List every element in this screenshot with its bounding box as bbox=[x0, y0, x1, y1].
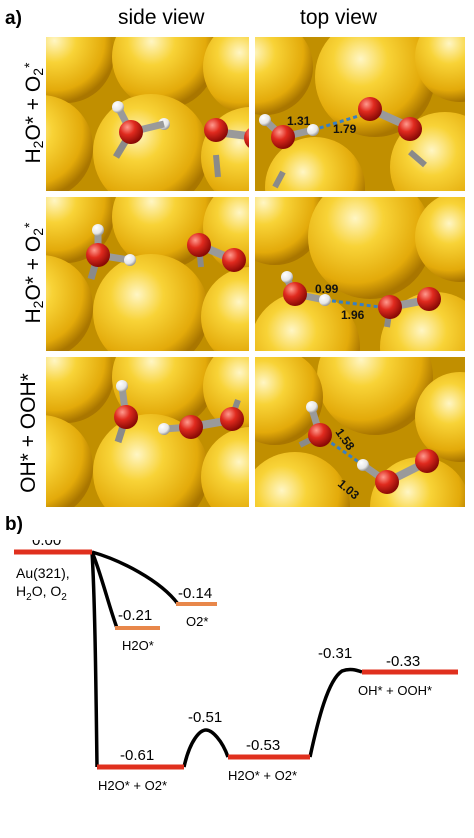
distance-label: 1.79 bbox=[333, 122, 357, 136]
state-label-initial: Au(321), bbox=[16, 565, 70, 581]
tile-row1-top-view: 1.31 1.79 bbox=[255, 37, 465, 191]
o2-molecule bbox=[204, 118, 249, 178]
molecule-render-r3-top: 1.58 1.03 bbox=[255, 357, 465, 507]
molecule-render-r2-side bbox=[46, 197, 249, 351]
state-label: OH* + OOH* bbox=[358, 683, 432, 698]
energy-value-label: -0.53 bbox=[246, 737, 280, 754]
tile-row1-side-view bbox=[46, 37, 249, 191]
tile-row3-top-view: 1.58 1.03 bbox=[255, 357, 465, 507]
energy-diagram: 0.00 -0.21 -0.14 -0.61 -0.51 -0.53 -0.31… bbox=[14, 540, 458, 793]
row-label-3: OH* + OOH* bbox=[17, 373, 40, 493]
pathway-curve bbox=[90, 551, 99, 768]
water-molecule bbox=[112, 101, 170, 159]
molecule-render-r3-side bbox=[46, 357, 249, 507]
pathway-curve bbox=[308, 667, 363, 758]
panel-a-label: a) bbox=[5, 8, 22, 29]
state-label: H2O* + O2* bbox=[228, 768, 297, 783]
panel-b-label: b) bbox=[5, 514, 23, 535]
state-label: O2* bbox=[186, 614, 208, 629]
distance-label: 0.99 bbox=[315, 282, 339, 296]
energy-value-label: -0.51 bbox=[188, 709, 222, 726]
pathway-curve bbox=[90, 551, 119, 629]
molecule-render-r1-side bbox=[46, 37, 249, 191]
tile-row3-side-view bbox=[46, 357, 249, 507]
distance-label: 1.31 bbox=[287, 114, 311, 128]
energy-value-label: -0.31 bbox=[318, 645, 352, 662]
molecule-render-r2-top: 0.99 1.96 bbox=[255, 197, 465, 351]
pathway-curve bbox=[91, 550, 180, 606]
state-label: H2O* + O2* bbox=[98, 778, 167, 793]
energy-value-label: 0.00 bbox=[32, 540, 61, 549]
energy-value-label: -0.33 bbox=[386, 653, 420, 670]
energy-value-label: -0.21 bbox=[118, 607, 152, 624]
column-header-side-view: side view bbox=[118, 6, 205, 29]
state-label: H2O* bbox=[122, 638, 154, 653]
row-label-2: H2O* + O2* bbox=[21, 222, 46, 324]
molecule-render-r1-top: 1.31 1.79 bbox=[255, 37, 465, 191]
energy-value-label: -0.14 bbox=[178, 585, 212, 602]
row-label-1: H2O* + O2* bbox=[21, 62, 46, 164]
state-label-initial: H2O, O2 bbox=[16, 583, 67, 603]
tile-row2-side-view bbox=[46, 197, 249, 351]
pathway-curve bbox=[182, 728, 230, 768]
distance-label: 1.96 bbox=[341, 308, 365, 322]
energy-value-label: -0.61 bbox=[120, 747, 154, 764]
column-header-top-view: top view bbox=[300, 6, 378, 29]
tile-row2-top-view: 0.99 1.96 bbox=[255, 197, 465, 351]
